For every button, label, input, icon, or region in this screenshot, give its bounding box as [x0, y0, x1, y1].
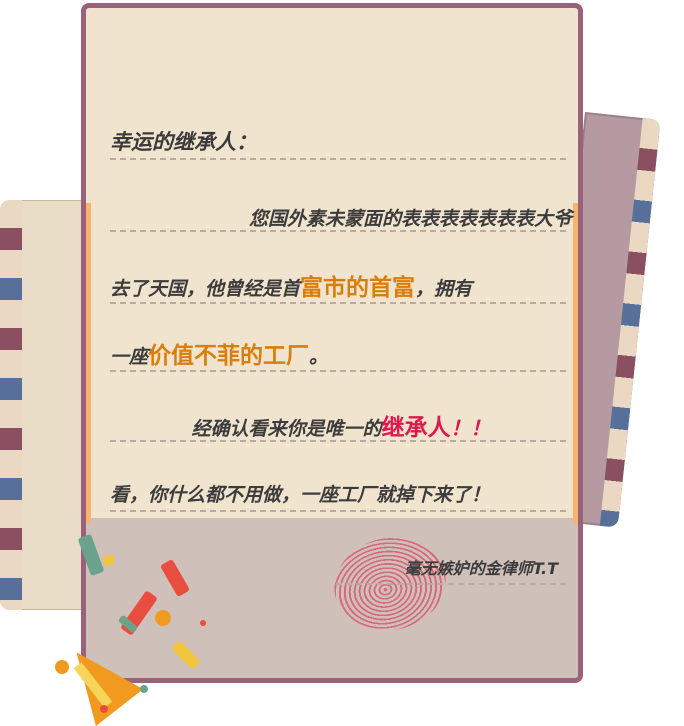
letter-line-3-a: 一座 [110, 346, 149, 368]
letter-line-4-a: 经确认看来你是唯一的 [191, 418, 382, 440]
divider [110, 158, 566, 160]
letter-line-4-c: ！！ [450, 416, 491, 440]
letter-line-5: 看，你什么都不用做，一座工厂就掉下来了！ [110, 484, 491, 506]
letter-signature: 毫无嫉妒的金律师T.T [404, 559, 558, 578]
envelope-left-stripes [0, 200, 22, 610]
letter-line-2-highlight: 富市的首富 [300, 275, 416, 301]
letter-line-3: 一座价值不菲的工厂。 [110, 336, 572, 370]
confetti-piece [155, 610, 171, 626]
confetti-piece [100, 705, 108, 713]
divider [110, 302, 566, 304]
letter-salutation: 幸运的继承人： [110, 130, 257, 154]
letter-line-3-c: 。 [309, 346, 329, 368]
letter-line-2-c: ，拥有 [415, 278, 473, 300]
divider [110, 370, 566, 372]
letter-line-1: 您国外素未蒙面的表表表表表表表大爷 [248, 208, 572, 230]
confetti-piece [200, 620, 206, 626]
envelope-right-stripes [599, 118, 661, 528]
party-popper-icon [52, 633, 144, 726]
letter: 幸运的继承人： 您国外素未蒙面的表表表表表表表大爷 去了天国，他曾经是首富市的首… [81, 3, 583, 683]
divider [110, 510, 566, 512]
letter-line-4-highlight: 继承人 [381, 415, 451, 441]
letter-line-3-highlight: 价值不菲的工厂 [148, 343, 310, 369]
letter-line-2-a: 去了天国，他曾经是首 [110, 278, 301, 300]
letter-bottom-fold [86, 518, 578, 678]
signature-line [336, 583, 566, 585]
letter-line-2: 去了天国，他曾经是首富市的首富，拥有 [110, 268, 572, 302]
confetti-piece [104, 555, 114, 565]
letter-line-4: 经确认看来你是唯一的继承人！！ [110, 408, 572, 442]
divider [110, 440, 566, 442]
divider [110, 230, 566, 232]
confetti-piece [140, 685, 148, 693]
confetti-piece [55, 660, 69, 674]
